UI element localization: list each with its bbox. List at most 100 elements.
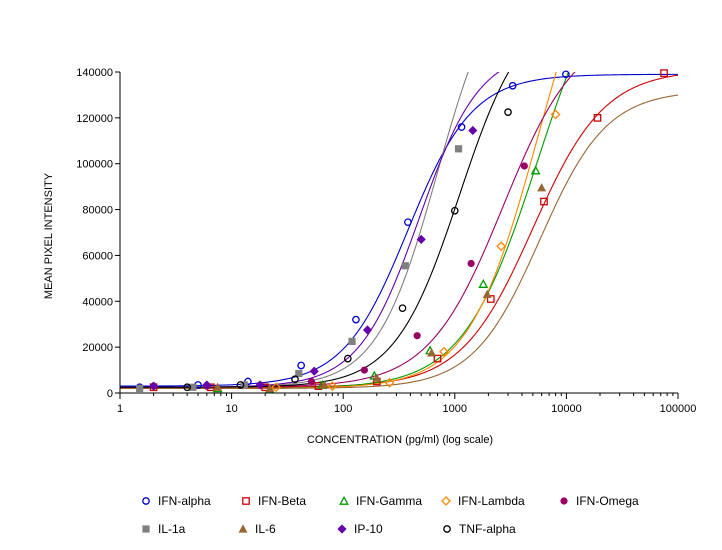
data-point [320, 380, 329, 389]
data-point [348, 337, 356, 346]
legend-marker [242, 497, 250, 505]
data-point [413, 332, 421, 340]
data-point [149, 381, 159, 391]
data-point [540, 197, 548, 206]
legend-marker [337, 524, 347, 534]
data-point [537, 183, 547, 192]
data-point [660, 69, 668, 77]
data-point [496, 241, 507, 252]
data-point [467, 259, 475, 268]
data-point [401, 262, 409, 270]
x-tick-label: 10000 [551, 403, 582, 415]
x-tick-label: 1000 [443, 403, 467, 415]
fit-curve-ifn-omega [120, 72, 576, 388]
fit-curve-ifn-lambda [120, 72, 557, 389]
legend-item-ifn-lambda: IFN-Lambda [441, 494, 525, 508]
data-point [457, 123, 466, 131]
data-point [213, 382, 223, 391]
data-point [433, 354, 442, 363]
data-point [508, 81, 517, 90]
y-tick-label: 100000 [76, 159, 113, 171]
series-il-6 [213, 183, 547, 393]
data-point [486, 295, 495, 303]
legend-label: IFN-Lambda [458, 494, 525, 508]
legend-label: TNF-alpha [459, 522, 516, 536]
series-ip-10 [149, 125, 478, 391]
fit-curve-ifn-gamma [120, 72, 570, 389]
x-tick-label: 1 [117, 403, 123, 415]
data-point [343, 354, 352, 363]
series-ifn-gamma [212, 165, 541, 394]
legend-marker [560, 497, 568, 505]
legend-item-il-1a: IL-1a [142, 522, 186, 536]
data-point [271, 382, 281, 393]
legend-marker [142, 497, 150, 505]
y-tick-label: 20000 [82, 342, 113, 354]
data-point [384, 377, 395, 388]
series-tnf-alpha [183, 108, 512, 392]
legend-label: IP-10 [354, 522, 383, 536]
legend-item-ip-10: IP-10 [337, 522, 383, 536]
data-point [352, 315, 360, 324]
legend-marker [443, 525, 451, 533]
legend-item-ifn-omega: IFN-Omega [560, 494, 639, 508]
fit-curve-il-6 [120, 94, 678, 389]
y-tick-label: 0 [107, 388, 113, 400]
data-point [562, 70, 570, 79]
data-point [468, 125, 478, 136]
x-axis-title: CONCENTRATION (pg/ml) (log scale) [307, 434, 493, 446]
series-il-1a [136, 145, 463, 393]
fit-curve-ifn-alpha [120, 73, 678, 387]
fit-curve-ifn-beta [120, 74, 678, 388]
data-markers [135, 69, 668, 394]
y-tick-label: 40000 [82, 296, 113, 308]
data-point [309, 366, 319, 376]
series-ifn-lambda [271, 109, 561, 393]
data-point [202, 380, 212, 390]
y-tick-label: 60000 [82, 250, 113, 262]
y-tick-label: 140000 [76, 67, 113, 79]
data-point [307, 377, 316, 386]
y-axis-title: MEAN PIXEL INTENSITY [43, 172, 55, 299]
data-point [297, 361, 306, 370]
data-point [265, 383, 275, 393]
data-point [478, 278, 489, 288]
data-point [291, 375, 299, 384]
fit-curve-tnf-alpha [120, 72, 510, 388]
legend-item-ifn-beta: IFN-Beta [242, 494, 306, 508]
legend-marker [238, 524, 248, 533]
legend-item-ifn-alpha: IFN-alpha [142, 494, 211, 508]
legend-label: IFN-Beta [258, 494, 306, 508]
legend-marker [441, 496, 451, 506]
data-point [136, 384, 144, 393]
data-point [530, 165, 541, 175]
data-point [450, 206, 459, 215]
data-point [183, 383, 192, 392]
data-point [416, 234, 426, 244]
legend-label: IL-1a [158, 522, 186, 536]
data-point [520, 162, 528, 170]
legend-item-tnf-alpha: TNF-alpha [443, 522, 516, 536]
x-tick-label: 100000 [660, 403, 697, 415]
legend-item-il-6: IL-6 [238, 522, 276, 536]
legend-marker [339, 495, 349, 505]
data-point [482, 289, 492, 299]
data-point [398, 304, 407, 313]
legend-label: IL-6 [255, 522, 276, 536]
data-point [427, 348, 437, 357]
legend-marker [142, 525, 150, 533]
data-point [327, 381, 338, 392]
series-ifn-beta [149, 69, 668, 392]
data-point [404, 218, 412, 227]
data-point [240, 381, 248, 389]
x-tick-label: 100 [334, 403, 352, 415]
x-tick-label: 10 [225, 403, 237, 415]
data-point [189, 383, 197, 391]
axes: CONCENTRATION (pg/ml) (log scale) MEAN P… [43, 67, 696, 446]
data-point [504, 108, 512, 116]
legend-label: IFN-Omega [576, 494, 639, 508]
data-point [454, 145, 463, 153]
data-point [593, 114, 602, 122]
